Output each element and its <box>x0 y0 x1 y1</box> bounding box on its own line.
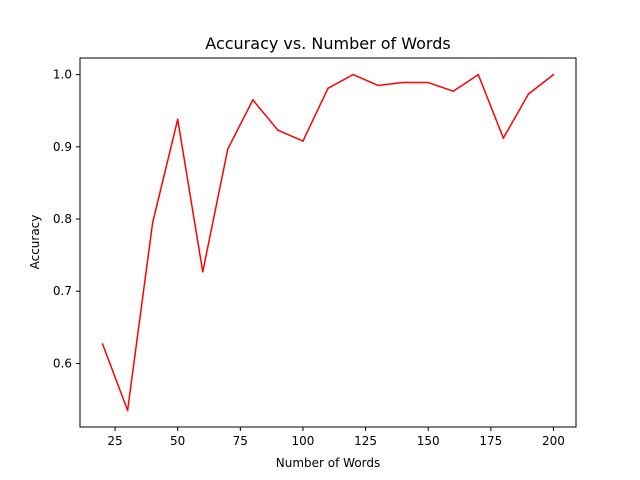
data-point <box>101 343 104 345</box>
x-tick-label: 25 <box>107 434 122 448</box>
x-tick-label: 150 <box>417 434 440 448</box>
data-point <box>176 118 179 121</box>
data-point <box>402 81 404 84</box>
data-point <box>277 129 279 132</box>
data-point <box>252 99 254 101</box>
plot-area: 25 50 75 100 125 150 175 200 0.6 0.7 0.8 0.9 1.0 <box>53 57 577 448</box>
data-point <box>352 73 354 76</box>
data-point <box>552 73 555 76</box>
y-axis: 0.6 0.7 0.8 0.9 1.0 <box>53 68 80 370</box>
x-tick-label: 50 <box>170 434 185 448</box>
data-point <box>201 270 204 273</box>
data-point <box>477 73 480 76</box>
y-axis-label: Accuracy <box>28 215 42 270</box>
x-tick-label: 75 <box>233 434 248 448</box>
x-axis: 25 50 75 100 125 150 175 200 <box>107 427 565 448</box>
data-point <box>126 409 129 412</box>
x-tick-label: 100 <box>291 434 314 448</box>
x-axis-label: Number of Words <box>276 456 381 470</box>
data-point <box>452 90 455 93</box>
data-point <box>327 87 329 90</box>
x-tick-label: 200 <box>542 434 565 448</box>
x-tick-label: 125 <box>354 434 377 448</box>
x-tick-label: 175 <box>479 434 502 448</box>
axes-frame <box>79 57 577 428</box>
data-point <box>226 148 229 150</box>
data-point <box>502 137 505 139</box>
data-point <box>527 93 530 95</box>
y-tick-label: 1.0 <box>53 68 72 82</box>
y-tick-label: 0.6 <box>53 356 72 370</box>
y-tick-label: 0.9 <box>53 140 72 154</box>
data-point <box>427 81 430 84</box>
data-point <box>151 221 154 224</box>
y-tick-label: 0.8 <box>53 212 72 226</box>
y-tick-label: 0.7 <box>53 284 72 298</box>
data-point <box>302 140 304 142</box>
data-point <box>377 84 379 87</box>
chart-title: Accuracy vs. Number of Words <box>205 34 450 53</box>
series-layer <box>101 73 555 412</box>
